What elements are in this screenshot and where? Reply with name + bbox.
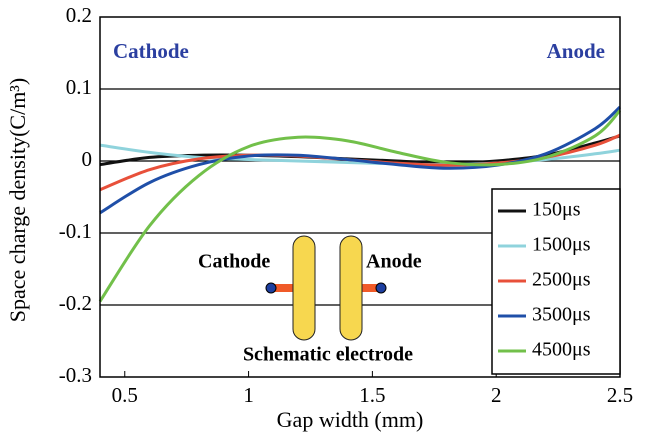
electrode-rod: [268, 284, 296, 292]
annotation: Cathode: [198, 251, 270, 273]
legend-label: 2500μs: [532, 269, 591, 291]
series-line: [98, 109, 622, 303]
series-line: [99, 105, 622, 215]
annotation: Schematic electrode: [243, 344, 413, 366]
x-axis-title: Gap width (mm): [277, 407, 424, 432]
electrode-rod: [352, 284, 380, 292]
series-line: [99, 134, 621, 167]
y-axis-title: Space charge density(C/m³): [5, 78, 30, 322]
x-tick-label: 2: [491, 383, 502, 407]
electrode-schematic: [265, 235, 387, 341]
x-tick-label: 0.5: [112, 383, 138, 407]
electrode-tip: [265, 282, 277, 294]
y-tick-label: 0.2: [66, 3, 92, 27]
y-tick-label: -0.1: [59, 219, 92, 243]
legend-label: 150μs: [532, 199, 581, 221]
annotation: Anode: [366, 251, 422, 273]
y-tick-label: -0.2: [59, 291, 92, 315]
annotation: Anode: [547, 39, 605, 63]
legend-label: 4500μs: [532, 339, 591, 361]
y-tick-label: 0.1: [66, 75, 92, 99]
annotation: Cathode: [113, 39, 189, 63]
electrode-plate: [339, 235, 363, 341]
legend-label: 1500μs: [532, 234, 591, 256]
legend-label: 3500μs: [532, 304, 591, 326]
y-tick-label: 0: [82, 147, 93, 171]
x-tick-label: 1: [243, 383, 254, 407]
plot-area: [98, 16, 622, 378]
electrode-plate: [292, 235, 316, 341]
x-tick-label: 1.5: [359, 383, 385, 407]
x-tick-label: 2.5: [607, 383, 633, 407]
legend: 150μs 1500μs 2500μs 3500μs 4500μs: [491, 188, 621, 375]
y-tick-label: -0.3: [59, 363, 92, 387]
electrode-tip: [375, 282, 387, 294]
